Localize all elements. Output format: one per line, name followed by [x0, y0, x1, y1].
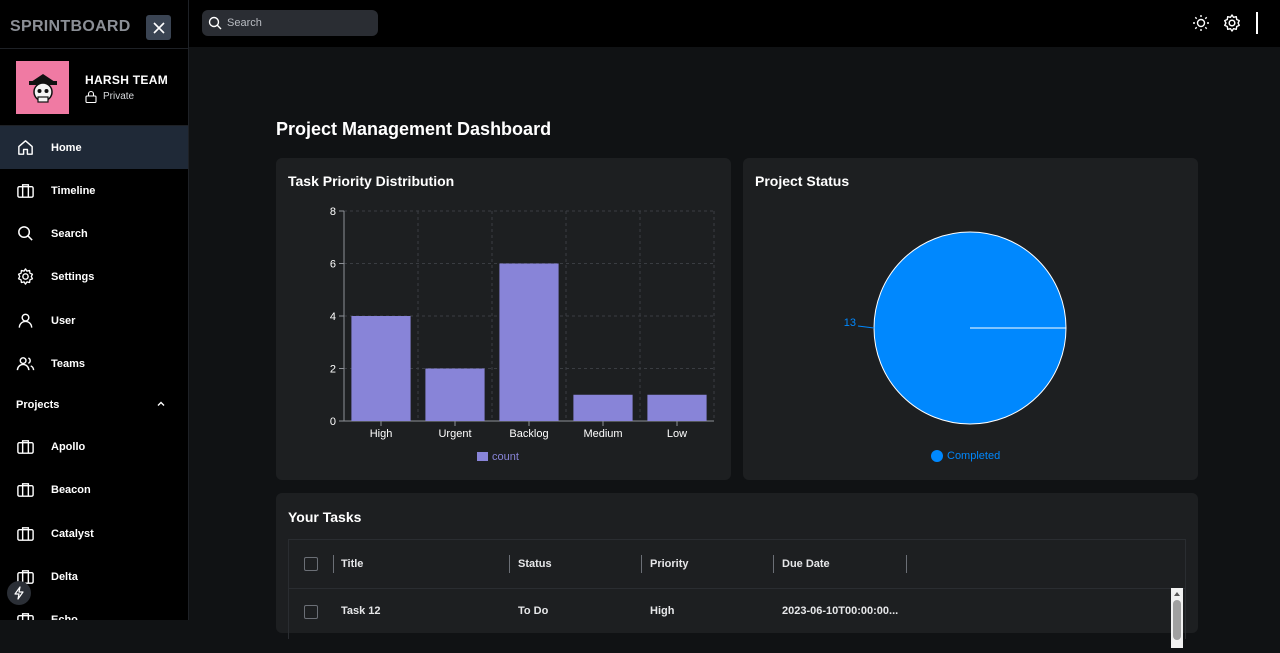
search-input[interactable] [227, 17, 367, 29]
sidebar-item-label: Timeline [51, 184, 96, 197]
task-status: To Do [518, 605, 549, 617]
team-visibility-label: Private [103, 91, 135, 102]
status-chart-card: Project Status 13 Completed [743, 158, 1198, 480]
priority-chart-title: Task Priority Distribution [288, 173, 455, 189]
tasks-title: Your Tasks [288, 509, 362, 525]
y-tick-label: 0 [330, 416, 336, 428]
gear-icon[interactable] [1222, 13, 1242, 33]
user-icon [18, 313, 33, 328]
status-chart-title: Project Status [755, 173, 850, 189]
sidebar-item-user[interactable]: User [0, 299, 188, 342]
table-row[interactable]: Task 12 To Do High 2023-06-10T00:00:00..… [289, 588, 1185, 632]
column-header-status[interactable]: Status [510, 540, 642, 588]
brand-logo: SPRINTBOARD [10, 18, 131, 35]
search-icon [18, 226, 33, 241]
bar-low[interactable] [647, 394, 707, 421]
y-tick-label: 6 [330, 259, 336, 271]
label-leader-line [857, 325, 875, 329]
priority-bar-chart: 0 2 4 6 8 High Urgent Backlog Medium Low count [330, 206, 715, 463]
bar-urgent[interactable] [425, 368, 485, 422]
lock-icon [85, 90, 97, 103]
sidebar-item-label: Teams [51, 357, 86, 370]
tasks-card: Your Tasks Title Status Priority Due Dat… [276, 493, 1198, 648]
sidebar-item-label: Apollo [51, 440, 86, 453]
pie-value-label: 13 [844, 317, 856, 329]
page-title: Project Management Dashboard [276, 119, 552, 139]
row-checkbox[interactable] [304, 605, 318, 619]
sidebar-item-label: Echo [51, 613, 78, 621]
sidebar-item-project-echo[interactable]: Echo [0, 598, 188, 621]
sidebar-item-label: Home [51, 141, 82, 154]
sidebar-item-teams[interactable]: Teams [0, 342, 188, 385]
sidebar-item-timeline[interactable]: Timeline [0, 169, 188, 212]
y-tick-label: 4 [330, 311, 336, 323]
briefcase-icon [17, 184, 34, 198]
sidebar-item-project-catalyst[interactable]: Catalyst [0, 512, 188, 555]
x-tick-label: Backlog [509, 428, 548, 440]
users-icon [16, 357, 35, 371]
x-tick-label: Low [667, 428, 687, 440]
priority-chart-card: Task Priority Distribution 0 2 4 6 8 High Urge… [276, 158, 731, 480]
team-visibility: Private [85, 90, 134, 103]
close-icon [152, 21, 165, 34]
bolt-button[interactable] [7, 581, 31, 605]
sidebar-item-label: Beacon [51, 483, 91, 496]
status-pie-chart: 13 Completed [844, 231, 1067, 462]
sidebar-item-label: User [51, 314, 76, 327]
projects-header: Projects [16, 399, 60, 411]
gear-icon [17, 268, 34, 285]
sidebar-item-label: Catalyst [51, 527, 94, 540]
sidebar-item-project-apollo[interactable]: Apollo [0, 425, 188, 468]
x-tick-label: Urgent [438, 428, 471, 440]
x-tick-label: High [370, 428, 393, 440]
home-icon [18, 140, 33, 155]
sidebar-item-label: Settings [51, 270, 95, 283]
y-tick-label: 8 [330, 206, 336, 218]
task-title: Task 12 [341, 605, 381, 617]
close-sidebar-button[interactable] [146, 15, 171, 40]
legend-swatch [477, 452, 488, 461]
chevron-up-icon [157, 401, 165, 406]
team-header: HARSH TEAM Private [0, 48, 188, 126]
team-avatar [16, 61, 69, 114]
projects-toggle[interactable]: Projects [16, 399, 166, 411]
bar-medium[interactable] [573, 394, 633, 421]
table-scrollbar[interactable] [1171, 588, 1183, 648]
team-name: HARSH TEAM [85, 73, 168, 87]
legend-label: Completed [947, 450, 1000, 462]
task-priority: High [650, 605, 675, 617]
column-header-title[interactable]: Title [333, 540, 510, 588]
search-icon [208, 16, 222, 30]
topbar-divider [1256, 12, 1258, 34]
legend-swatch [931, 450, 943, 462]
sidebar-item-label: Delta [51, 570, 78, 583]
sidebar-item-project-beacon[interactable]: Beacon [0, 468, 188, 511]
sidebar-item-label: Search [51, 227, 88, 240]
column-header-due-date[interactable]: Due Date [774, 540, 907, 588]
briefcase-icon [17, 527, 34, 541]
topbar [189, 0, 1280, 47]
bar-high[interactable] [351, 316, 411, 421]
y-tick-label: 2 [330, 364, 336, 376]
sidebar-item-settings[interactable]: Settings [0, 255, 188, 298]
briefcase-icon [17, 613, 34, 620]
bolt-icon [14, 586, 24, 600]
task-due-date: 2023-06-10T00:00:00... [782, 605, 899, 617]
briefcase-icon [17, 440, 34, 454]
sidebar-item-search[interactable]: Search [0, 212, 188, 255]
topbar-actions [1192, 12, 1258, 34]
select-all-checkbox[interactable] [304, 557, 318, 571]
sidebar-item-home[interactable]: Home [0, 126, 188, 169]
sun-icon[interactable] [1192, 14, 1210, 32]
tasks-table: Title Status Priority Due Date Task 12 T… [288, 539, 1186, 648]
search-box[interactable] [202, 10, 378, 36]
bar-backlog[interactable] [499, 263, 559, 422]
x-tick-label: Medium [583, 428, 622, 440]
briefcase-icon [17, 483, 34, 497]
sidebar: SPRINTBOARD HARSH TEAM Private Home Time… [0, 0, 189, 620]
column-header-priority[interactable]: Priority [642, 540, 774, 588]
legend-label: count [492, 451, 519, 463]
